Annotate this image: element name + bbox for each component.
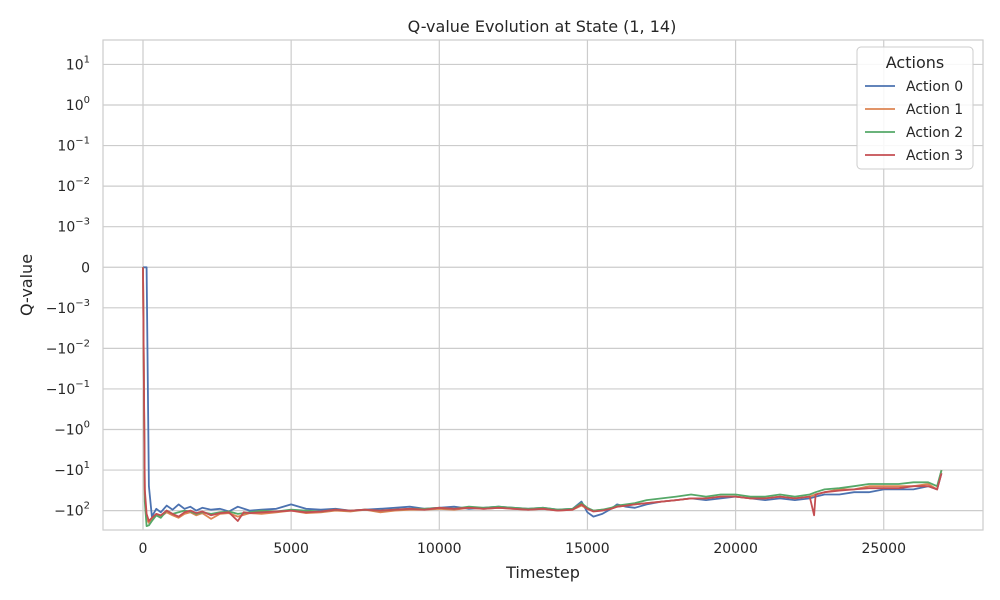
- legend-label-action-1: Action 1: [906, 102, 963, 118]
- x-axis-label: Timestep: [505, 563, 580, 582]
- y-tick-label: 100: [66, 95, 90, 114]
- y-tick-label: 10−2: [57, 176, 90, 195]
- legend-title: Actions: [886, 53, 944, 72]
- series-line-action-3: [142, 267, 943, 522]
- x-ticks: 0 5000 10000 15000 20000 25000: [139, 541, 906, 557]
- y-tick-label: 10−3: [57, 217, 90, 236]
- legend-label-action-0: Action 0: [906, 79, 963, 95]
- legend-label-action-3: Action 3: [906, 148, 963, 164]
- y-tick-label: 101: [66, 54, 90, 73]
- y-tick-label: −10−3: [46, 298, 90, 317]
- y-tick-label: −101: [54, 460, 90, 479]
- y-tick-label: 10−1: [57, 136, 90, 155]
- x-tick-label: 20000: [713, 541, 758, 557]
- y-axis-label: Q-value: [17, 254, 36, 316]
- y-tick-label: −10−1: [46, 379, 90, 398]
- y-tick-label: −100: [54, 420, 90, 439]
- x-tick-label: 25000: [861, 541, 906, 557]
- x-tick-label: 0: [139, 541, 148, 557]
- legend: Actions Action 0 Action 1 Action 2 Action 3: [856, 46, 974, 170]
- y-tick-label: −102: [54, 501, 90, 520]
- series-lines: [142, 266, 943, 527]
- x-tick-label: 15000: [565, 541, 610, 557]
- x-tick-label: 5000: [273, 541, 309, 557]
- plot-area: [102, 39, 984, 531]
- chart-title: Q-value Evolution at State (1, 14): [408, 17, 677, 36]
- y-tick-label: −10−2: [46, 338, 90, 357]
- x-tick-label: 10000: [417, 541, 462, 557]
- legend-label-action-2: Action 2: [906, 125, 963, 141]
- legend-box: [856, 46, 974, 170]
- y-tick-label: 0: [81, 260, 90, 276]
- y-ticks: 101 100 10−1 10−2 10−3 0 −10−3 −10−2 −10−1 −100 −1…: [46, 54, 90, 519]
